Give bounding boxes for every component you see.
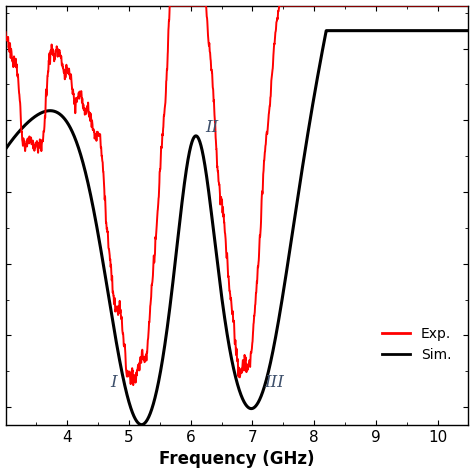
Text: I: I xyxy=(110,374,117,391)
X-axis label: Frequency (GHz): Frequency (GHz) xyxy=(159,450,315,468)
Text: II: II xyxy=(206,119,219,136)
Text: III: III xyxy=(264,374,284,391)
Legend: Exp., Sim.: Exp., Sim. xyxy=(376,322,457,368)
